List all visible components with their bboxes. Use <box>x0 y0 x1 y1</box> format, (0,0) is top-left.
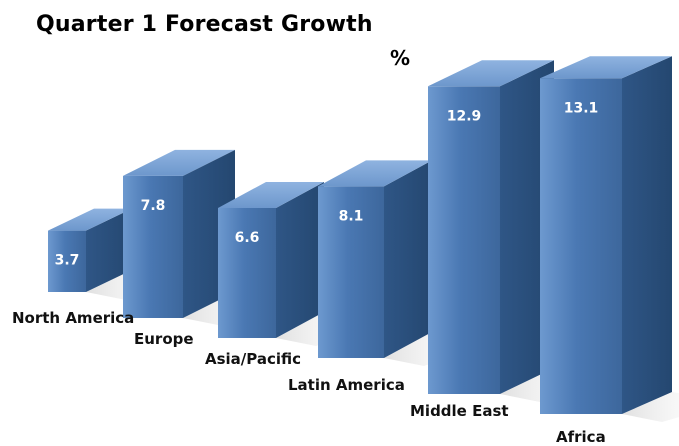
bar-shadow <box>622 392 679 422</box>
category-label: Europe <box>134 330 194 348</box>
bar-value-label: 12.9 <box>447 108 482 124</box>
bar-value-label: 13.1 <box>564 100 599 116</box>
chart-unit-label: % <box>390 46 411 70</box>
bar-front-face <box>428 86 500 395</box>
bar-value-label: 8.1 <box>339 208 364 224</box>
bar-top-face <box>428 60 554 87</box>
category-label: Africa <box>556 428 606 446</box>
category-label: Asia/Pacific <box>205 350 301 368</box>
bar-5: 13.1 <box>540 56 679 422</box>
bar-front-face <box>48 230 86 292</box>
bar-side-face <box>276 181 324 338</box>
bar-value-label: 7.8 <box>141 198 166 214</box>
bar-side-face <box>86 208 132 292</box>
category-label: Middle East <box>410 402 509 420</box>
chart-title: Quarter 1 Forecast Growth <box>36 12 373 37</box>
bar-side-face <box>622 56 672 414</box>
bar-top-face <box>218 181 324 208</box>
bar-top-face <box>318 160 432 187</box>
bar-front-face <box>218 207 276 338</box>
category-label: North America <box>12 309 134 327</box>
bar-value-label: 3.7 <box>55 253 80 269</box>
bar-front-face <box>540 78 622 414</box>
bar-top-face <box>540 56 672 79</box>
bar-top-face <box>123 149 235 176</box>
bar-side-face <box>384 160 432 358</box>
category-label: Latin America <box>288 376 405 394</box>
bar-front-face <box>318 186 384 358</box>
bar-top-face <box>48 208 132 231</box>
bar-value-label: 6.6 <box>235 230 260 246</box>
bar-front-face <box>123 175 183 318</box>
